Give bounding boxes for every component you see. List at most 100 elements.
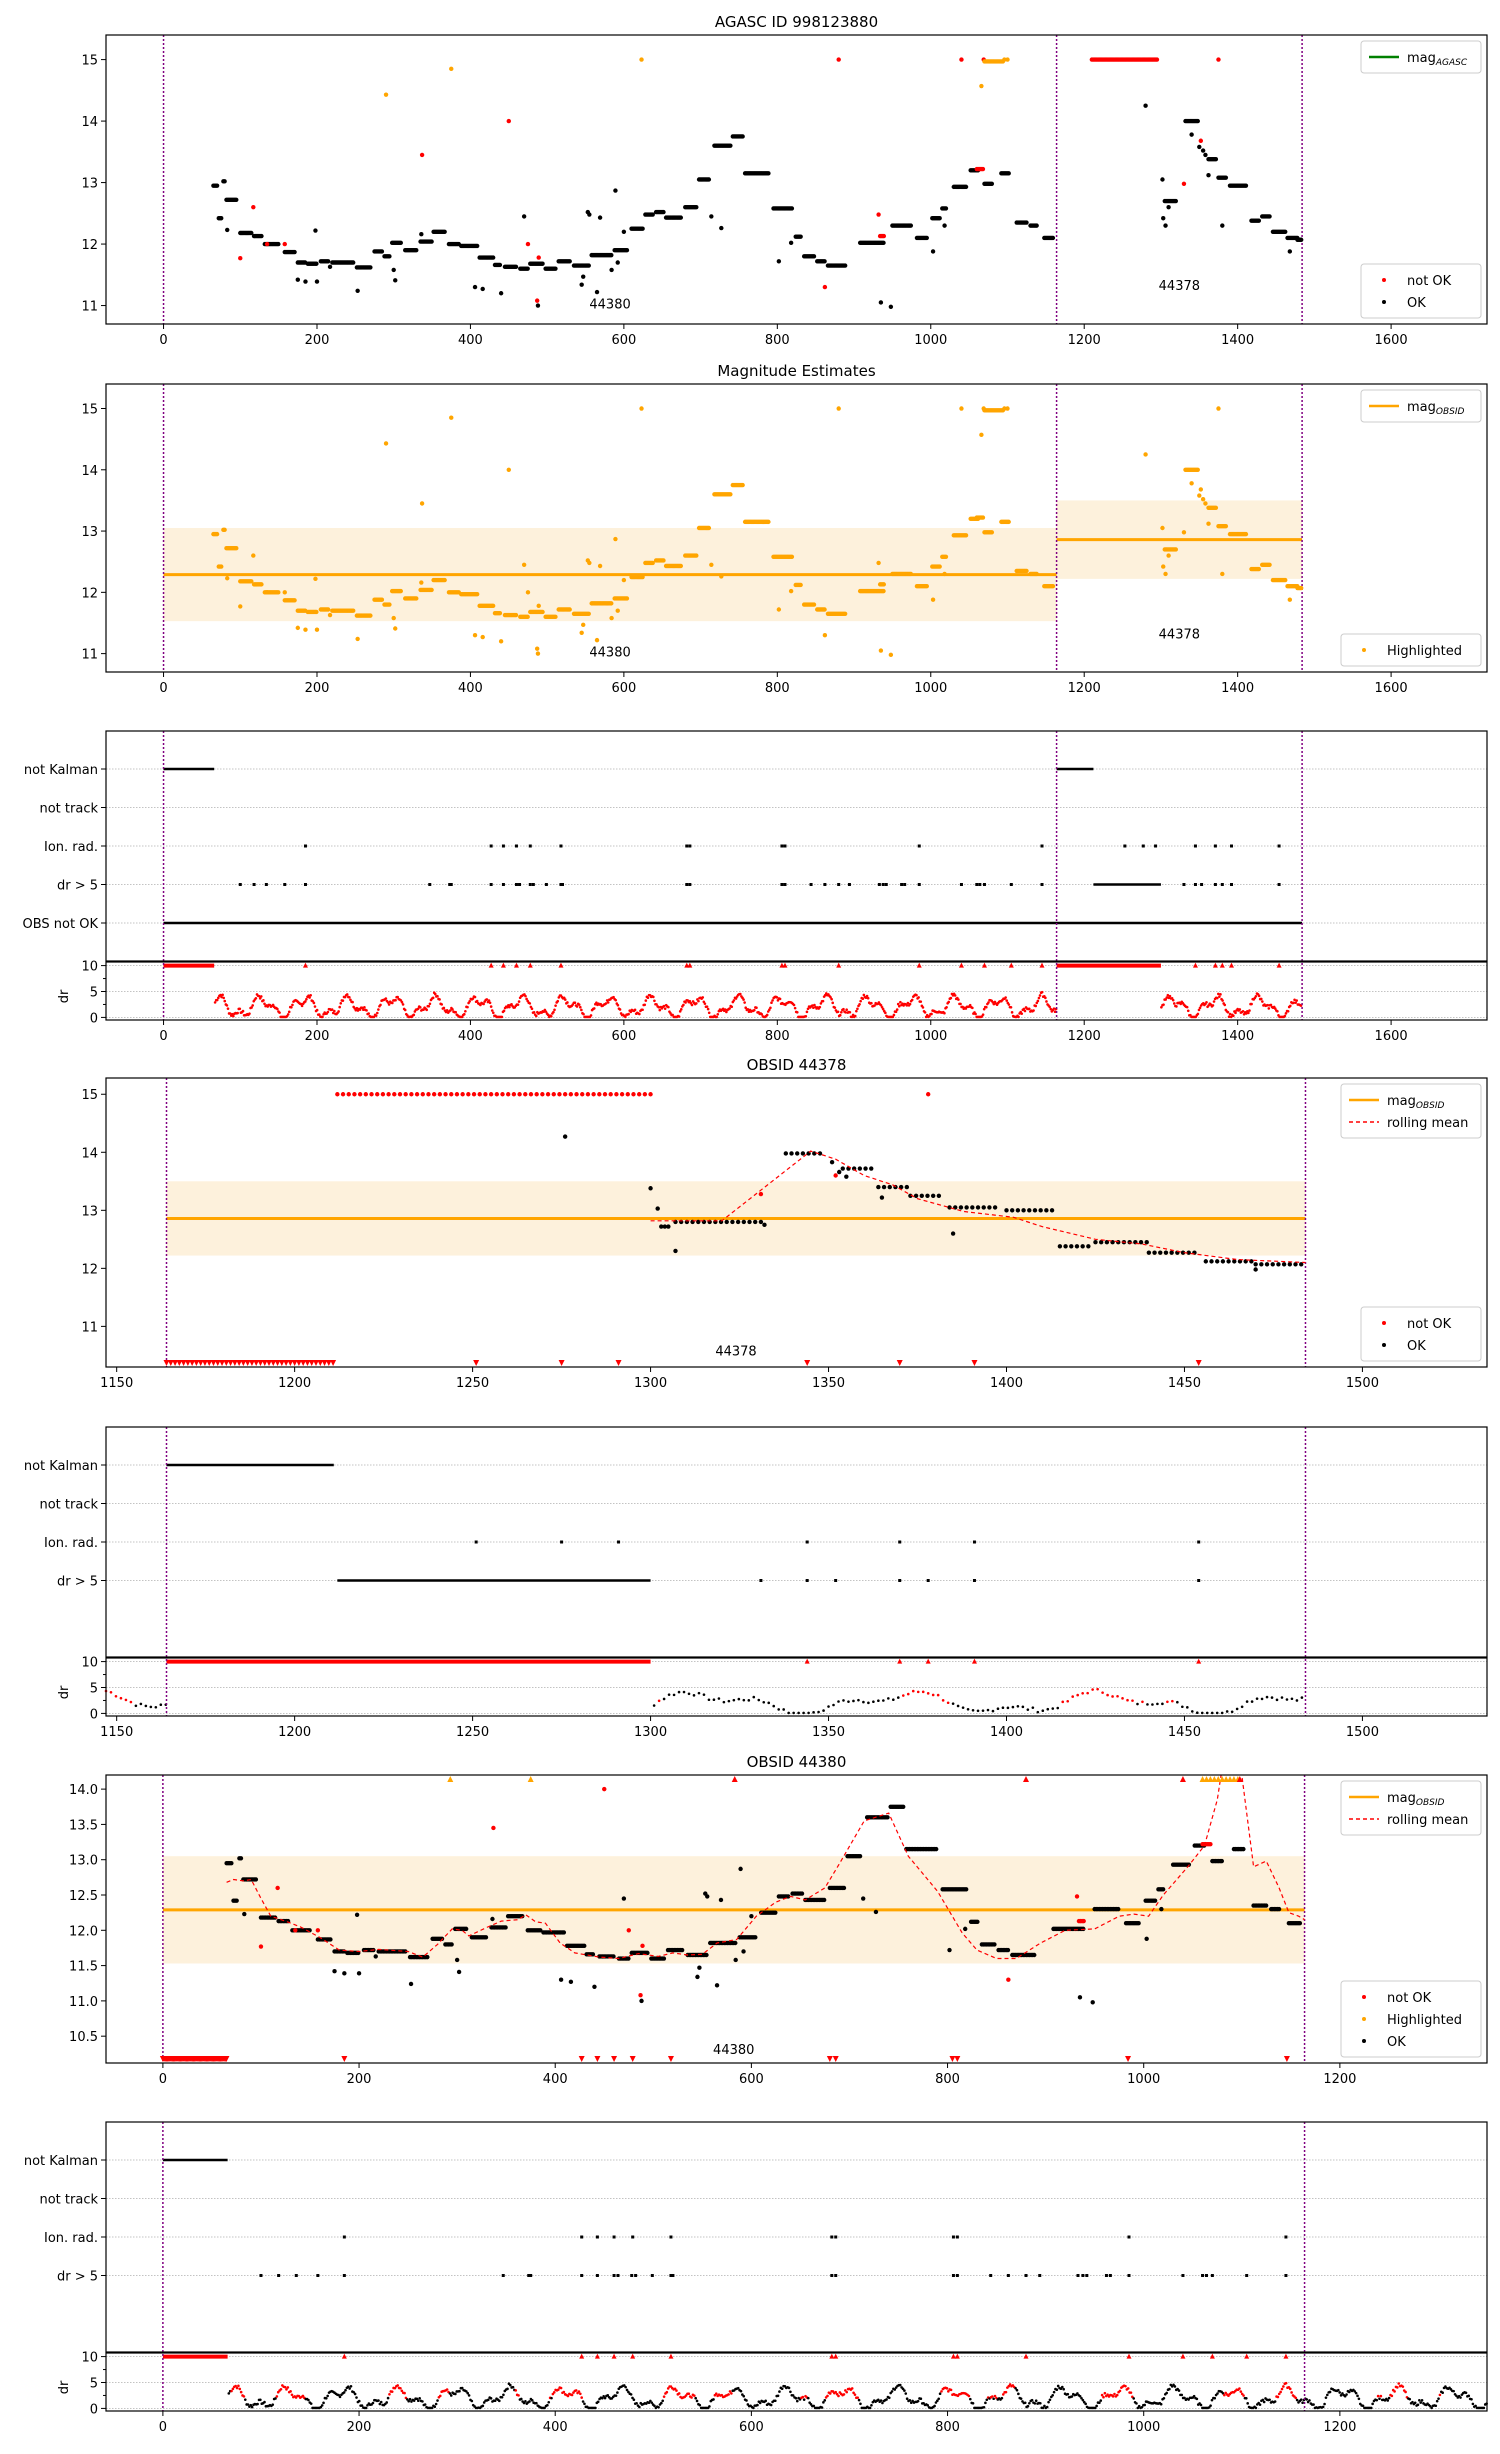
dr-point xyxy=(1176,1700,1179,1704)
dr-point xyxy=(982,2405,986,2409)
flag-point xyxy=(1038,2274,1042,2277)
data-point xyxy=(678,215,684,220)
dr-point xyxy=(415,2397,419,2401)
dr-point xyxy=(1046,1707,1050,1711)
dr-point xyxy=(1196,1012,1200,1016)
dr-point xyxy=(407,2399,410,2403)
x-tick-label: 1400 xyxy=(1221,681,1254,696)
flag-point xyxy=(837,883,841,886)
dr-point xyxy=(471,997,475,1000)
dr-point xyxy=(856,2396,860,2399)
dr-point xyxy=(490,1009,494,1012)
data-point xyxy=(276,241,281,247)
data-point xyxy=(437,1092,443,1097)
dr-point xyxy=(1221,2391,1225,2395)
flag-row-label: dr > 5 xyxy=(57,2270,98,2285)
dr-point xyxy=(1285,1698,1289,1701)
dr-point xyxy=(756,2403,759,2407)
dr-point xyxy=(812,1711,815,1714)
data-point xyxy=(1243,531,1249,537)
below-range-marker xyxy=(223,2056,230,2062)
series-ok xyxy=(562,1134,1304,1272)
dr-point xyxy=(144,1704,148,1708)
dr-point xyxy=(1172,1002,1176,1005)
dr-saturated-marker xyxy=(925,1658,931,1664)
flag-point xyxy=(316,2274,320,2277)
flag-point xyxy=(1277,844,1281,848)
dr-point xyxy=(1441,2391,1444,2395)
data-point xyxy=(538,1928,543,1933)
dr-point xyxy=(956,1704,960,1708)
dr-point xyxy=(1324,2396,1328,2399)
dr-point xyxy=(1356,2394,1359,2398)
flag-point xyxy=(259,2274,263,2277)
dr-point xyxy=(348,995,351,999)
dr-point xyxy=(1375,2398,1379,2402)
data-point xyxy=(540,609,545,615)
data-point xyxy=(1283,577,1288,583)
y-tick-label: 13 xyxy=(81,1204,98,1219)
dr-point xyxy=(976,1709,980,1713)
dr-point xyxy=(430,2406,434,2410)
below-range-marker xyxy=(210,1360,217,1366)
dr-point xyxy=(847,1700,850,1703)
dr-point xyxy=(982,1007,986,1011)
dr-point xyxy=(482,1002,485,1006)
dr-point xyxy=(1232,1014,1235,1018)
data-point xyxy=(706,177,712,182)
dr-point xyxy=(820,2406,824,2409)
dr-point xyxy=(374,1014,378,1018)
dr-point xyxy=(777,1708,781,1711)
dr-point xyxy=(1048,1005,1051,1009)
data-point xyxy=(1267,214,1272,219)
below-range-marker xyxy=(1283,2056,1290,2062)
data-point xyxy=(1032,1952,1037,1958)
data-point xyxy=(442,229,447,234)
dr-point xyxy=(653,999,656,1003)
dr-point xyxy=(345,993,349,996)
data-point xyxy=(878,300,884,305)
dr-point xyxy=(908,1002,912,1006)
dr-point xyxy=(387,1003,391,1006)
data-point xyxy=(494,1092,500,1097)
data-point xyxy=(678,563,684,569)
dr-saturated-marker xyxy=(1219,962,1225,968)
dr-point xyxy=(1136,1702,1139,1706)
x-tick-label: 1150 xyxy=(100,1376,133,1391)
dr-point xyxy=(1151,1703,1154,1706)
dr-point xyxy=(449,1009,452,1012)
dr-point xyxy=(947,1000,951,1004)
legend-box xyxy=(1340,1780,1482,1836)
data-point xyxy=(521,214,527,219)
flag-point xyxy=(631,2235,635,2239)
dr-point xyxy=(896,1696,900,1699)
dr-point xyxy=(957,998,960,1001)
dr-point xyxy=(753,1008,756,1012)
dr-point xyxy=(348,2387,351,2390)
data-point xyxy=(943,554,949,559)
flag-point xyxy=(780,883,784,886)
dr-point xyxy=(1022,1007,1026,1011)
dr-point xyxy=(553,1008,556,1012)
dr-point xyxy=(357,2399,361,2403)
below-range-marker xyxy=(231,1360,238,1366)
dr-point xyxy=(890,2390,894,2393)
above-range-marker xyxy=(1199,1776,1206,1782)
y-tick-label: 14 xyxy=(81,115,98,130)
data-point xyxy=(786,1894,791,1899)
flag-row-label: dr > 5 xyxy=(57,879,98,894)
dr-point xyxy=(307,2398,310,2402)
dr-point xyxy=(1181,1705,1184,1709)
legend-dot-icon xyxy=(1362,2039,1366,2043)
dr-point xyxy=(365,1009,368,1012)
dr-saturated-marker xyxy=(1023,2353,1029,2359)
dr-point xyxy=(1261,1000,1264,1003)
dr-point xyxy=(399,2386,402,2390)
dr-point xyxy=(500,1015,504,1019)
dr-point xyxy=(1017,1015,1020,1019)
dr-point xyxy=(1020,1012,1024,1015)
data-point xyxy=(788,240,794,246)
data-point xyxy=(355,636,360,642)
dr-saturated-marker xyxy=(897,1658,903,1664)
flag-point xyxy=(881,883,885,886)
